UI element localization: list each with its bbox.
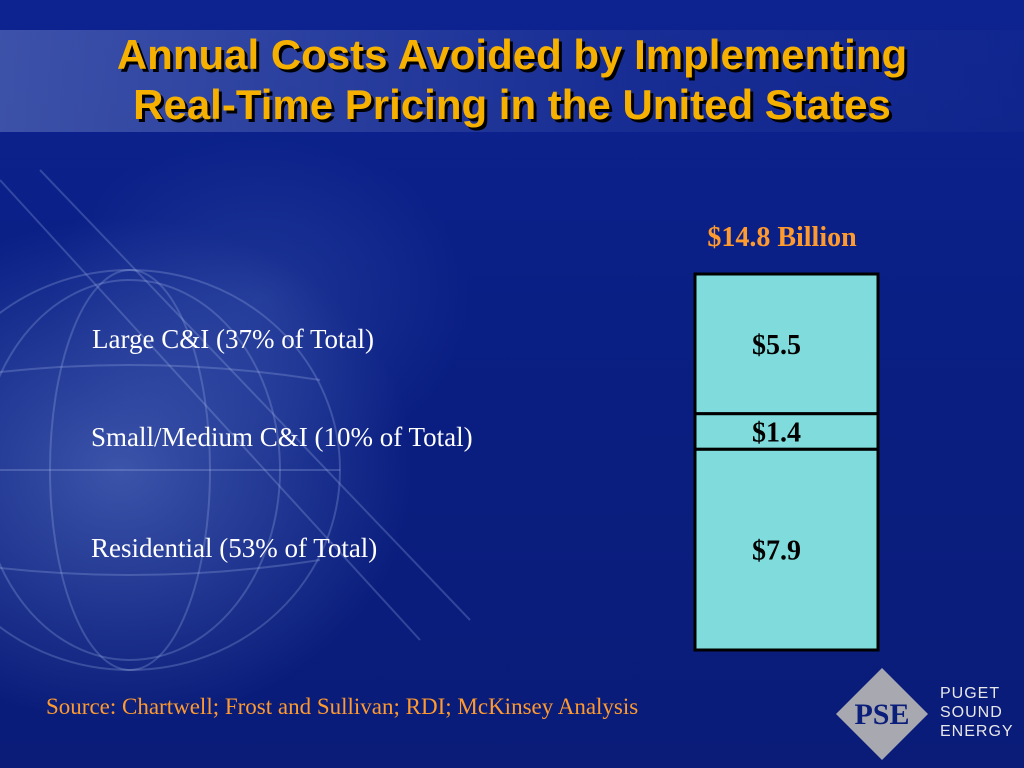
bar-segment-1: [693, 272, 880, 416]
logo-line-2: SOUND: [940, 704, 1003, 721]
slide-title: Annual Costs Avoided by Implementing Rea…: [0, 30, 1024, 130]
category-label-large-ci: Large C&I (37% of Total): [92, 324, 375, 354]
logo-line-1: PUGET: [940, 685, 1001, 702]
logo-line-3: ENERGY: [940, 723, 1014, 740]
company-name-logo: PUGET SOUND ENERGY: [940, 684, 1014, 741]
title-band: [0, 30, 1024, 132]
title-line-2: Real-Time Pricing in the United States: [133, 81, 891, 128]
bar-value-label-3: $7.9: [752, 536, 801, 567]
bar-segment-3: [693, 447, 880, 652]
pse-logo-mark: PSE: [836, 668, 928, 760]
chart-total-label: $14.8 Billion: [707, 222, 857, 253]
title-line-1: Annual Costs Avoided by Implementing: [116, 31, 908, 78]
category-label-small-medium-ci: Small/Medium C&I (10% of Total): [91, 422, 473, 452]
source-note: Source: Chartwell; Frost and Sullivan; R…: [46, 694, 639, 719]
bar-value-label-1: $5.5: [752, 330, 801, 361]
logo-mark-text: PSE: [854, 698, 909, 731]
bar-segment-2: [693, 412, 880, 451]
category-label-residential: Residential (53% of Total): [91, 533, 378, 563]
bar-value-label-2: $1.4: [752, 418, 801, 449]
